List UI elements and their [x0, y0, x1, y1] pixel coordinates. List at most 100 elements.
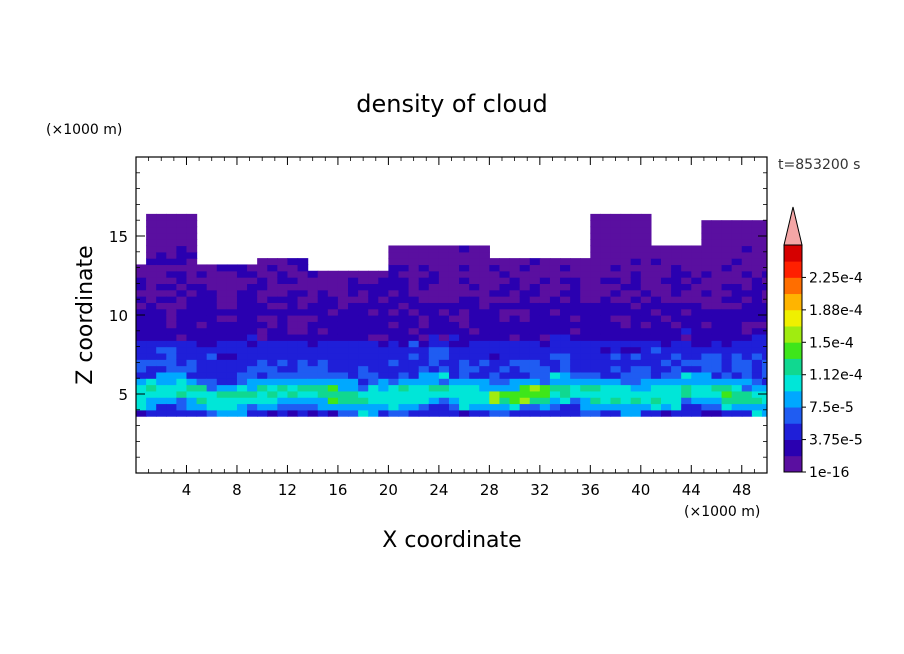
density-cell — [216, 409, 228, 417]
density-cell — [216, 371, 228, 379]
density-cell — [388, 371, 400, 379]
density-cell — [368, 403, 379, 411]
density-cell — [186, 397, 198, 405]
colorbar-swatch — [784, 293, 802, 311]
density-cell — [660, 264, 672, 272]
density-cell — [761, 308, 767, 316]
density-cell — [570, 258, 581, 266]
density-cell — [196, 327, 208, 335]
density-cell — [580, 283, 591, 291]
density-cell — [529, 390, 541, 398]
density-cell — [267, 296, 278, 303]
density-cell — [640, 302, 652, 310]
colorbar-label: 1.12e-4 — [809, 368, 863, 384]
density-cell — [226, 308, 238, 316]
density-cell — [610, 232, 622, 240]
density-cell — [570, 289, 581, 297]
density-cell — [660, 365, 672, 373]
density-cell — [519, 365, 531, 373]
density-cell — [317, 346, 329, 354]
density-cell — [287, 296, 299, 303]
chart-title: density of cloud — [356, 90, 547, 118]
density-cell — [196, 264, 208, 272]
density-cell — [630, 213, 642, 221]
density-cell — [761, 277, 767, 284]
density-cell — [448, 384, 460, 392]
density-cell — [489, 270, 501, 278]
density-cell — [156, 346, 167, 354]
density-cell — [681, 315, 692, 322]
density-cell — [600, 232, 612, 240]
density-cell — [610, 378, 622, 386]
density-cell — [539, 321, 551, 329]
density-cell — [479, 308, 490, 316]
density-cell — [418, 365, 430, 373]
density-cell — [327, 333, 339, 341]
density-cell — [610, 315, 622, 322]
colorbar-frame — [783, 244, 803, 473]
density-cell — [519, 371, 531, 379]
density-cell — [146, 340, 157, 348]
density-cell — [761, 258, 767, 266]
density-cell — [630, 327, 642, 335]
density-cell — [398, 327, 410, 335]
density-cell — [751, 371, 763, 379]
density-cell — [681, 296, 692, 303]
density-cell — [691, 371, 702, 379]
density-cell — [671, 371, 682, 379]
density-cell — [418, 359, 430, 367]
density-cell — [156, 296, 167, 303]
density-cell — [671, 359, 682, 367]
density-cell — [519, 359, 531, 367]
density-cell — [297, 346, 309, 354]
density-cell — [751, 296, 763, 303]
density-cell — [287, 277, 299, 284]
density-cell — [398, 296, 410, 303]
density-cell — [499, 315, 511, 322]
density-cell — [226, 378, 238, 386]
density-cell — [317, 397, 329, 405]
density-cell — [761, 378, 767, 386]
density-cell — [398, 365, 410, 373]
density-cell — [469, 302, 480, 310]
density-cell — [448, 390, 460, 398]
density-cell — [327, 403, 339, 411]
density-cell — [388, 359, 400, 367]
density-cell — [398, 258, 410, 266]
density-cell — [277, 277, 289, 284]
density-cell — [257, 346, 268, 354]
density-cell — [257, 390, 268, 398]
density-cell — [691, 397, 702, 405]
density-cell — [297, 378, 309, 386]
density-cell — [166, 245, 177, 253]
density-cell — [348, 359, 359, 367]
density-cell — [408, 371, 420, 379]
density-cell — [307, 296, 319, 303]
density-cell — [206, 409, 218, 417]
density-cell — [176, 378, 188, 386]
density-cell — [307, 277, 319, 284]
density-cell — [630, 283, 642, 291]
density-cell — [438, 270, 450, 278]
density-cell — [600, 283, 612, 291]
density-cell — [741, 308, 753, 316]
density-cell — [549, 384, 561, 392]
density-cell — [640, 371, 652, 379]
density-cell — [236, 270, 248, 278]
density-cell — [307, 321, 319, 329]
density-cell — [640, 321, 652, 329]
density-cell — [186, 232, 198, 240]
density-cell — [236, 378, 248, 386]
density-cell — [539, 258, 551, 266]
density-cell — [711, 232, 723, 240]
density-cell — [640, 403, 652, 411]
density-cell — [317, 378, 329, 386]
density-cell — [247, 403, 258, 411]
density-cell — [459, 289, 470, 297]
density-cell — [267, 315, 278, 322]
density-cell — [418, 346, 430, 354]
density-cell — [691, 308, 702, 316]
density-cell — [206, 365, 218, 373]
density-cell — [650, 289, 662, 297]
density-cell — [590, 302, 602, 310]
